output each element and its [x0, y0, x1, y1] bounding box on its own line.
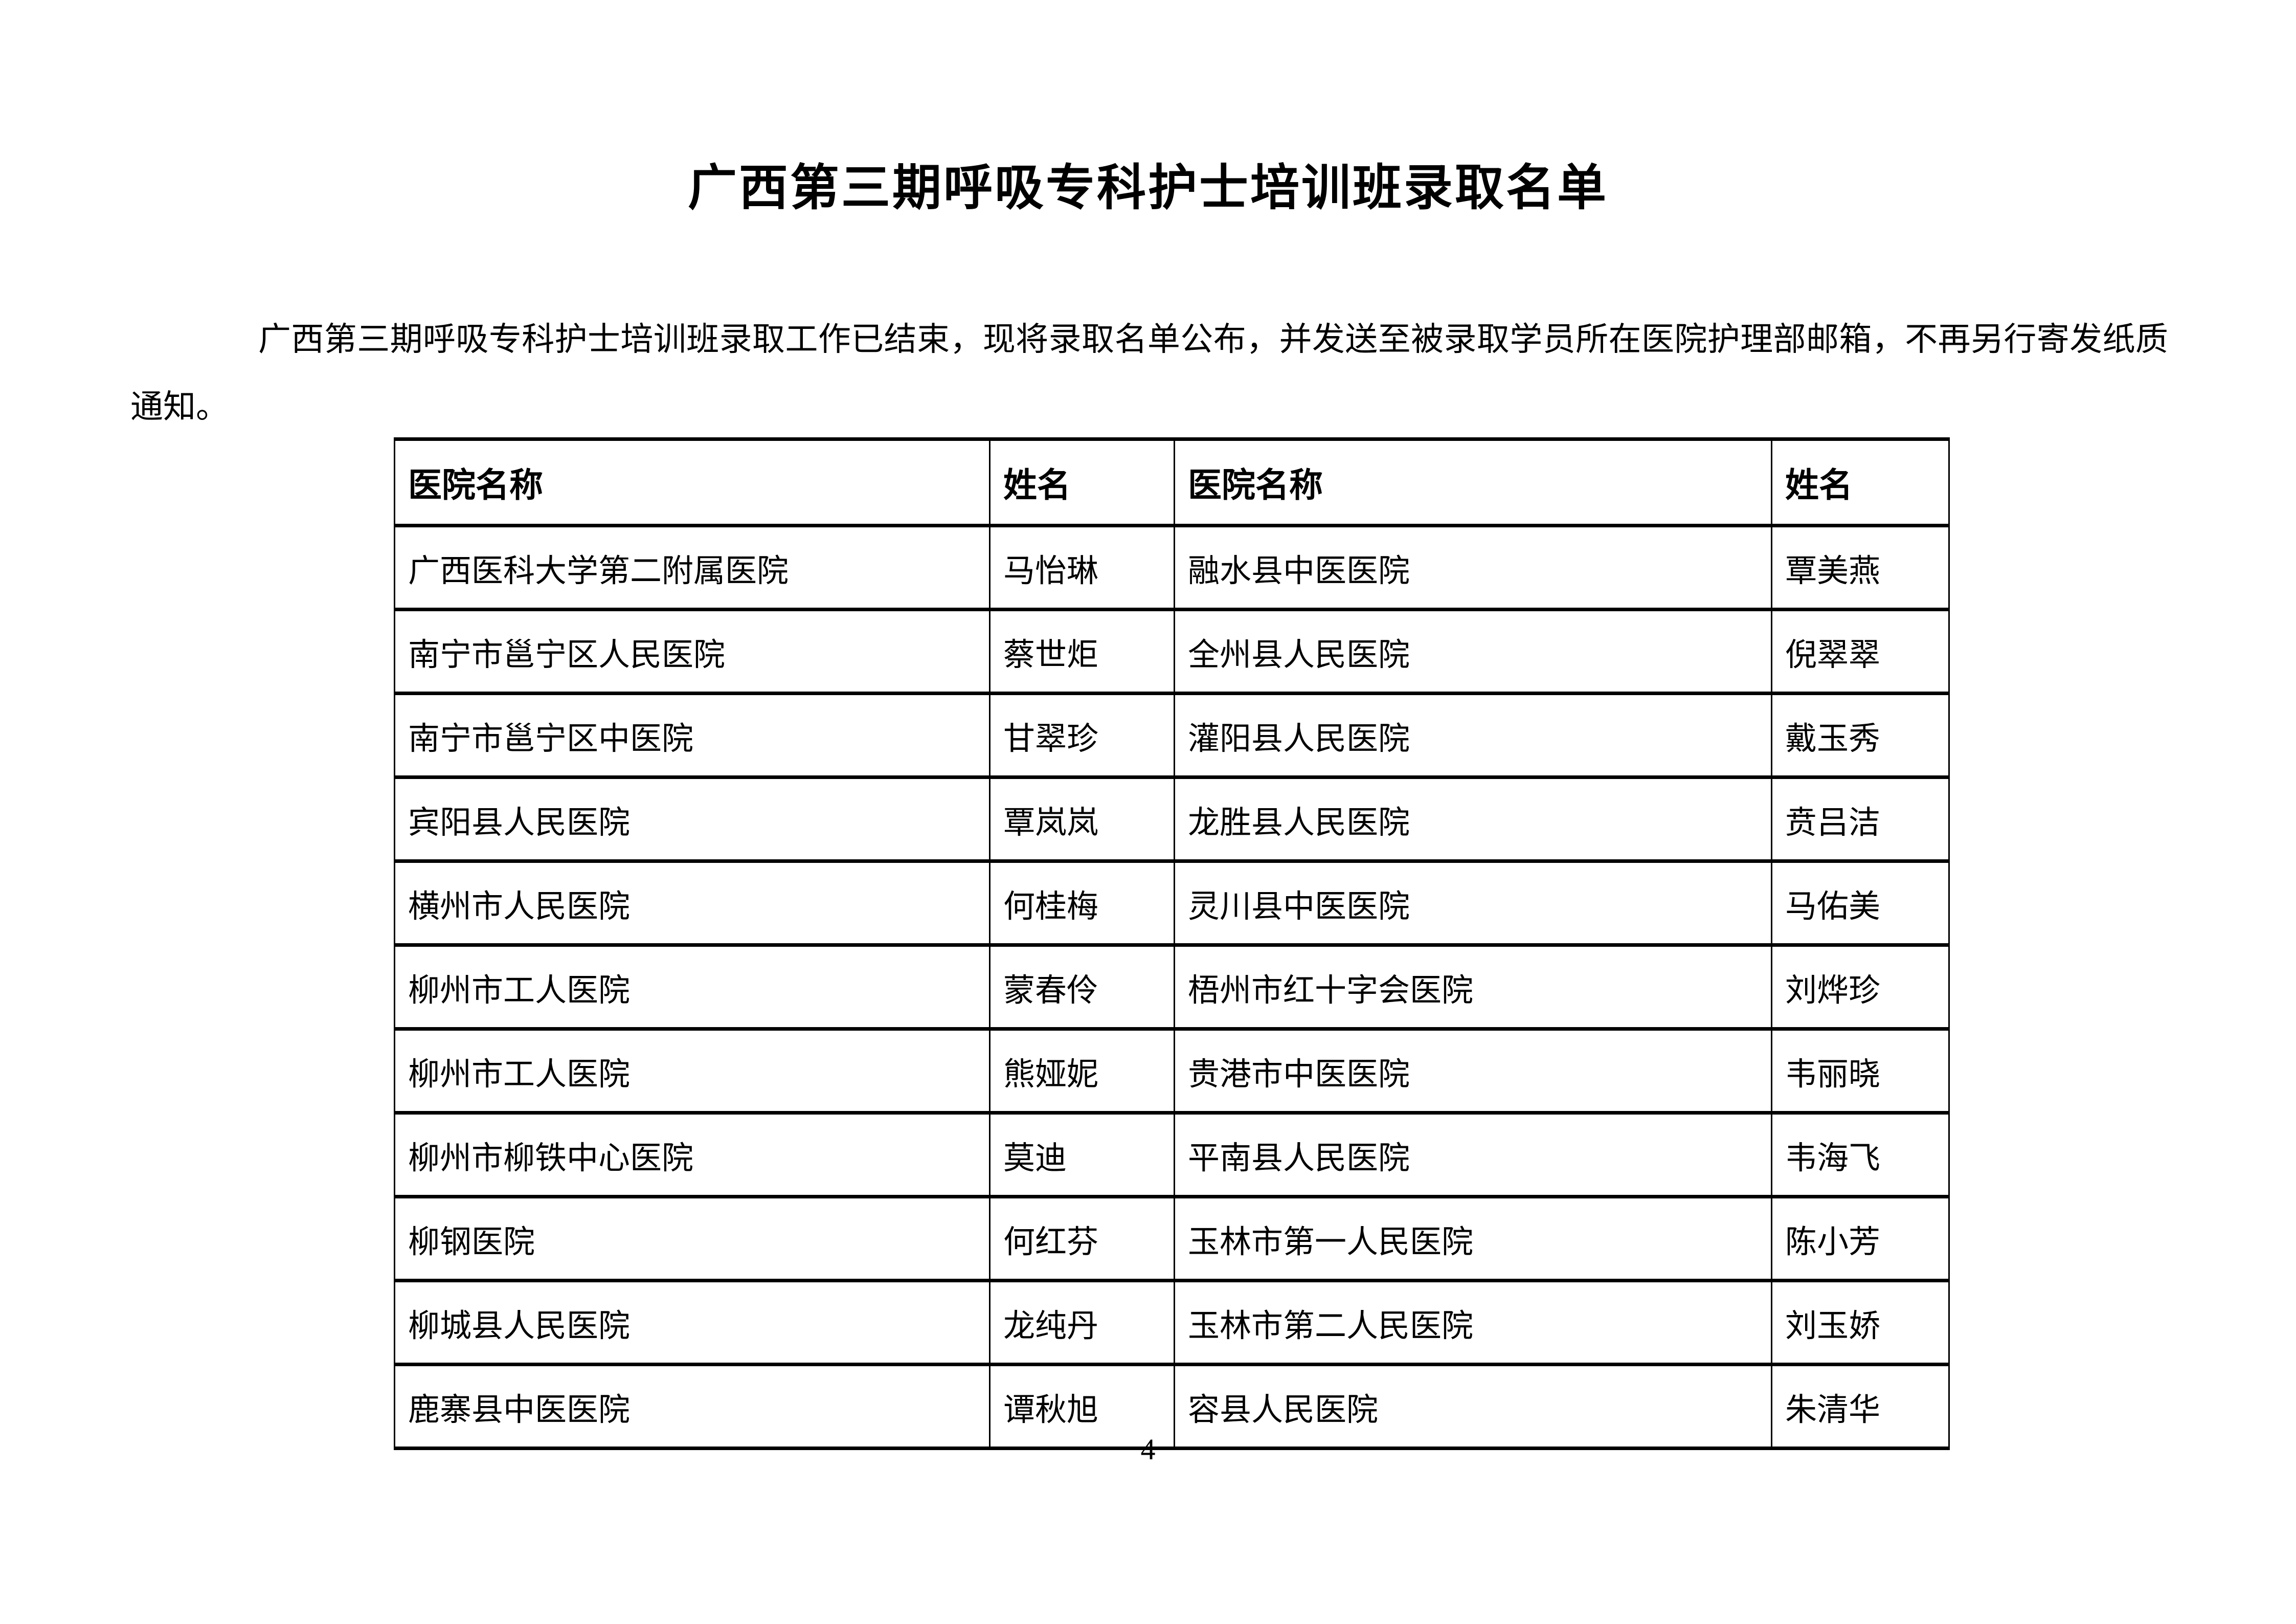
name-cell: 刘玉娇	[1771, 1279, 1950, 1366]
hospital-cell: 容县人民医院	[1174, 1363, 1772, 1450]
name-cell: 倪翠翠	[1771, 608, 1950, 695]
hospital-cell: 鹿寨县中医医院	[394, 1363, 991, 1450]
intro-paragraph: 广西第三期呼吸专科护士培训班录取工作已结束，现将录取名单公布，并发送至被录取学员…	[130, 321, 2168, 425]
table-row: 横州市人民医院 何桂梅 灵川县中医医院 马佑美	[394, 859, 1950, 947]
table-row: 南宁市邕宁区中医院 甘翠珍 灌阳县人民医院 戴玉秀	[394, 692, 1950, 779]
hospital-cell: 南宁市邕宁区中医院	[394, 692, 991, 779]
hospital-cell: 玉林市第二人民医院	[1174, 1279, 1772, 1366]
hospital-cell: 平南县人民医院	[1174, 1111, 1772, 1198]
name-cell: 刘烨珍	[1771, 943, 1950, 1031]
admission-roster-table: 医院名称 姓名 医院名称 姓名 广西医科大学第二附属医院 马怡琳 融水县中医医院…	[394, 437, 1950, 1450]
name-cell: 甘翠珍	[989, 692, 1175, 779]
header-name-left: 姓名	[989, 437, 1175, 527]
hospital-cell: 广西医科大学第二附属医院	[394, 524, 991, 611]
hospital-cell: 灵川县中医医院	[1174, 859, 1772, 947]
name-cell: 龙纯丹	[989, 1279, 1175, 1366]
hospital-cell: 柳州市工人医院	[394, 943, 991, 1031]
page-number: 4	[1140, 1433, 1156, 1466]
name-cell: 陈小芳	[1771, 1195, 1950, 1282]
name-cell: 朱清华	[1771, 1363, 1950, 1450]
name-cell: 贲吕洁	[1771, 775, 1950, 863]
name-cell: 覃美燕	[1771, 524, 1950, 611]
name-cell: 蔡世炬	[989, 608, 1175, 695]
hospital-cell: 融水县中医医院	[1174, 524, 1772, 611]
hospital-cell: 柳州市工人医院	[394, 1027, 991, 1115]
header-hospital-left: 医院名称	[394, 437, 991, 527]
page-title: 广西第三期呼吸专科护士培训班录取名单	[688, 161, 1608, 215]
name-cell: 马怡琳	[989, 524, 1175, 611]
table-row: 柳州市工人医院 熊娅妮 贵港市中医医院 韦丽晓	[394, 1027, 1950, 1115]
name-cell: 何桂梅	[989, 859, 1175, 947]
table-header-row: 医院名称 姓名 医院名称 姓名	[394, 437, 1950, 527]
name-cell: 戴玉秀	[1771, 692, 1950, 779]
hospital-cell: 柳州市柳铁中心医院	[394, 1111, 991, 1198]
hospital-cell: 贵港市中医医院	[1174, 1027, 1772, 1115]
table-row: 鹿寨县中医医院 谭秋旭 容县人民医院 朱清华	[394, 1363, 1950, 1450]
header-name-right: 姓名	[1771, 437, 1950, 527]
hospital-cell: 灌阳县人民医院	[1174, 692, 1772, 779]
hospital-cell: 梧州市红十字会医院	[1174, 943, 1772, 1031]
hospital-cell: 玉林市第一人民医院	[1174, 1195, 1772, 1282]
name-cell: 莫迪	[989, 1111, 1175, 1198]
header-hospital-right: 医院名称	[1174, 437, 1772, 527]
name-cell: 何红芬	[989, 1195, 1175, 1282]
name-cell: 熊娅妮	[989, 1027, 1175, 1115]
name-cell: 谭秋旭	[989, 1363, 1175, 1450]
name-cell: 马佑美	[1771, 859, 1950, 947]
hospital-cell: 柳钢医院	[394, 1195, 991, 1282]
table-row: 柳州市柳铁中心医院 莫迪 平南县人民医院 韦海飞	[394, 1111, 1950, 1198]
name-cell: 韦丽晓	[1771, 1027, 1950, 1115]
name-cell: 韦海飞	[1771, 1111, 1950, 1198]
table-row: 宾阳县人民医院 覃岚岚 龙胜县人民医院 贲吕洁	[394, 775, 1950, 863]
table-row: 柳城县人民医院 龙纯丹 玉林市第二人民医院 刘玉娇	[394, 1279, 1950, 1366]
table-row: 广西医科大学第二附属医院 马怡琳 融水县中医医院 覃美燕	[394, 524, 1950, 611]
hospital-cell: 南宁市邕宁区人民医院	[394, 608, 991, 695]
table-row: 柳钢医院 何红芬 玉林市第一人民医院 陈小芳	[394, 1195, 1950, 1282]
name-cell: 蒙春伶	[989, 943, 1175, 1031]
table-row: 柳州市工人医院 蒙春伶 梧州市红十字会医院 刘烨珍	[394, 943, 1950, 1031]
hospital-cell: 宾阳县人民医院	[394, 775, 991, 863]
hospital-cell: 柳城县人民医院	[394, 1279, 991, 1366]
table-row: 南宁市邕宁区人民医院 蔡世炬 全州县人民医院 倪翠翠	[394, 608, 1950, 695]
hospital-cell: 全州县人民医院	[1174, 608, 1772, 695]
hospital-cell: 横州市人民医院	[394, 859, 991, 947]
name-cell: 覃岚岚	[989, 775, 1175, 863]
hospital-cell: 龙胜县人民医院	[1174, 775, 1772, 863]
